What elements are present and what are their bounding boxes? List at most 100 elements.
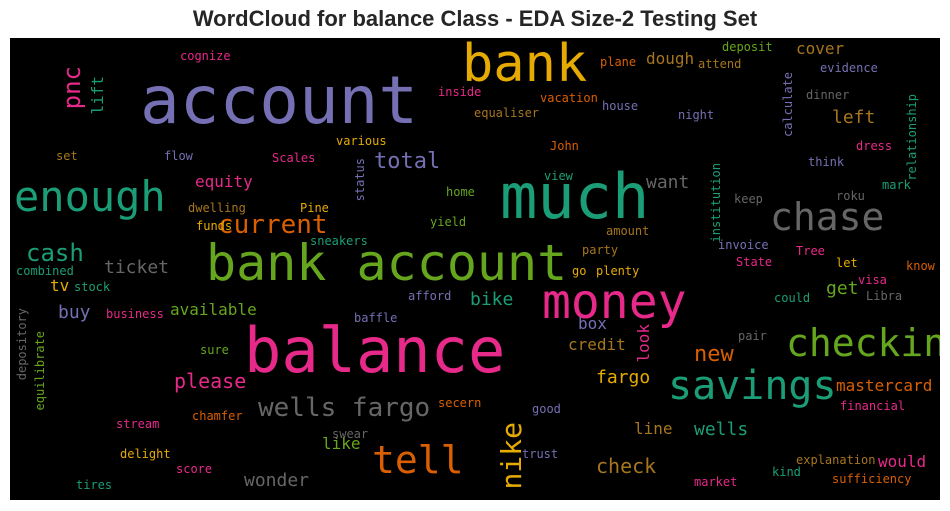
word-pnc: pnc [58,66,86,110]
word-institution: institution [709,163,723,243]
word-explanation: explanation [796,453,876,467]
word-combined: combined [16,264,74,278]
word-kind: kind [772,465,801,479]
word-tree: Tree [796,244,825,258]
word-score: score [176,462,213,476]
word-tv: tv [50,276,70,295]
word-house: house [602,99,639,113]
word-secern: secern [438,396,482,410]
word-buy: buy [58,302,91,323]
word-available: available [170,300,257,319]
word-cognize: cognize [180,49,231,63]
word-bank: bank [462,38,588,94]
word-equilibrate: equilibrate [33,331,47,411]
word-mastercard: mastercard [836,376,933,395]
word-swear: swear [332,427,369,441]
word-libra: Libra [866,289,903,303]
word-various: various [336,134,387,148]
word-vacation: vacation [540,91,598,105]
word-total: total [374,149,441,174]
word-cover: cover [796,39,845,58]
word-amount: amount [606,224,650,238]
word-sure: sure [200,343,229,357]
word-afford: afford [408,289,452,303]
word-invoice: invoice [718,238,769,252]
word-yield: yield [430,215,467,229]
word-financial: financial [840,399,906,413]
word-credit: credit [568,335,626,354]
word-pair: pair [738,329,767,343]
word-wells-fargo: wells fargo [258,393,431,423]
word-current: current [218,210,328,240]
word-state: State [736,255,773,269]
word-status: status [353,158,367,202]
chart-title: WordCloud for balance Class - EDA Size-2… [192,6,758,31]
word-wells: wells [694,419,749,440]
word-inside: inside [438,85,482,99]
word-attend: attend [698,57,742,71]
word-visa: visa [858,273,887,287]
word-evidence: evidence [820,61,878,75]
word-chamfer: chamfer [192,409,243,423]
word-bank-account: bank account [206,234,568,292]
word-please: please [174,369,247,393]
word-plenty: plenty [596,264,640,278]
word-check: check [596,454,657,478]
word-enough: enough [14,172,166,221]
word-baffle: baffle [354,311,398,325]
word-sufficiency: sufficiency [832,472,912,486]
word-dwelling: dwelling [188,201,246,215]
word-new: new [694,342,734,367]
word-box: box [578,314,607,333]
word-dough: dough [646,49,695,68]
word-john: John [550,139,579,153]
word-line: line [634,419,673,438]
word-savings: savings [668,363,837,409]
word-set: set [56,149,78,163]
word-go: go [572,264,587,278]
word-would: would [878,452,927,471]
word-plane: plane [600,55,637,69]
word-chase: chase [770,195,885,239]
word-depository: depository [15,308,29,381]
word-think: think [808,155,845,169]
word-look: look [634,324,653,363]
word-ticket: ticket [104,257,170,278]
word-stream: stream [116,417,160,431]
word-balance: balance [244,314,506,387]
word-market: market [694,475,738,489]
word-cloud: account bank pnc lift cognize deposit pl… [10,38,940,500]
word-deposit: deposit [722,40,773,54]
word-business: business [106,307,164,321]
word-mark: mark [882,178,911,192]
word-could: could [774,291,811,305]
word-equaliser: equaliser [474,106,540,120]
word-trust: trust [522,447,559,461]
word-funds: funds [196,219,233,233]
word-sneakers: sneakers [310,234,368,248]
word-delight: delight [120,447,171,461]
word-account: account [140,62,419,139]
word-much: much [500,160,650,233]
word-dinner: dinner [806,88,850,102]
word-scales: Scales [272,151,316,165]
word-let: let [836,256,858,270]
word-wonder: wonder [244,470,310,491]
word-left: left [832,107,876,128]
word-pine: Pine [300,201,329,215]
word-dress: dress [856,139,893,153]
word-keep: keep [734,192,763,206]
word-home: home [446,185,475,199]
word-calculate: calculate [781,72,795,138]
word-fargo: fargo [596,367,651,388]
word-relationship: relationship [905,94,919,181]
word-roku: roku [836,189,865,203]
word-equity: equity [195,172,253,191]
word-want: want [646,172,690,193]
word-lift: lift [88,76,107,115]
word-checking: checking [786,321,940,365]
word-bike: bike [470,289,514,310]
word-money: money [542,274,687,330]
word-good: good [532,402,561,416]
word-know: know [906,259,935,273]
